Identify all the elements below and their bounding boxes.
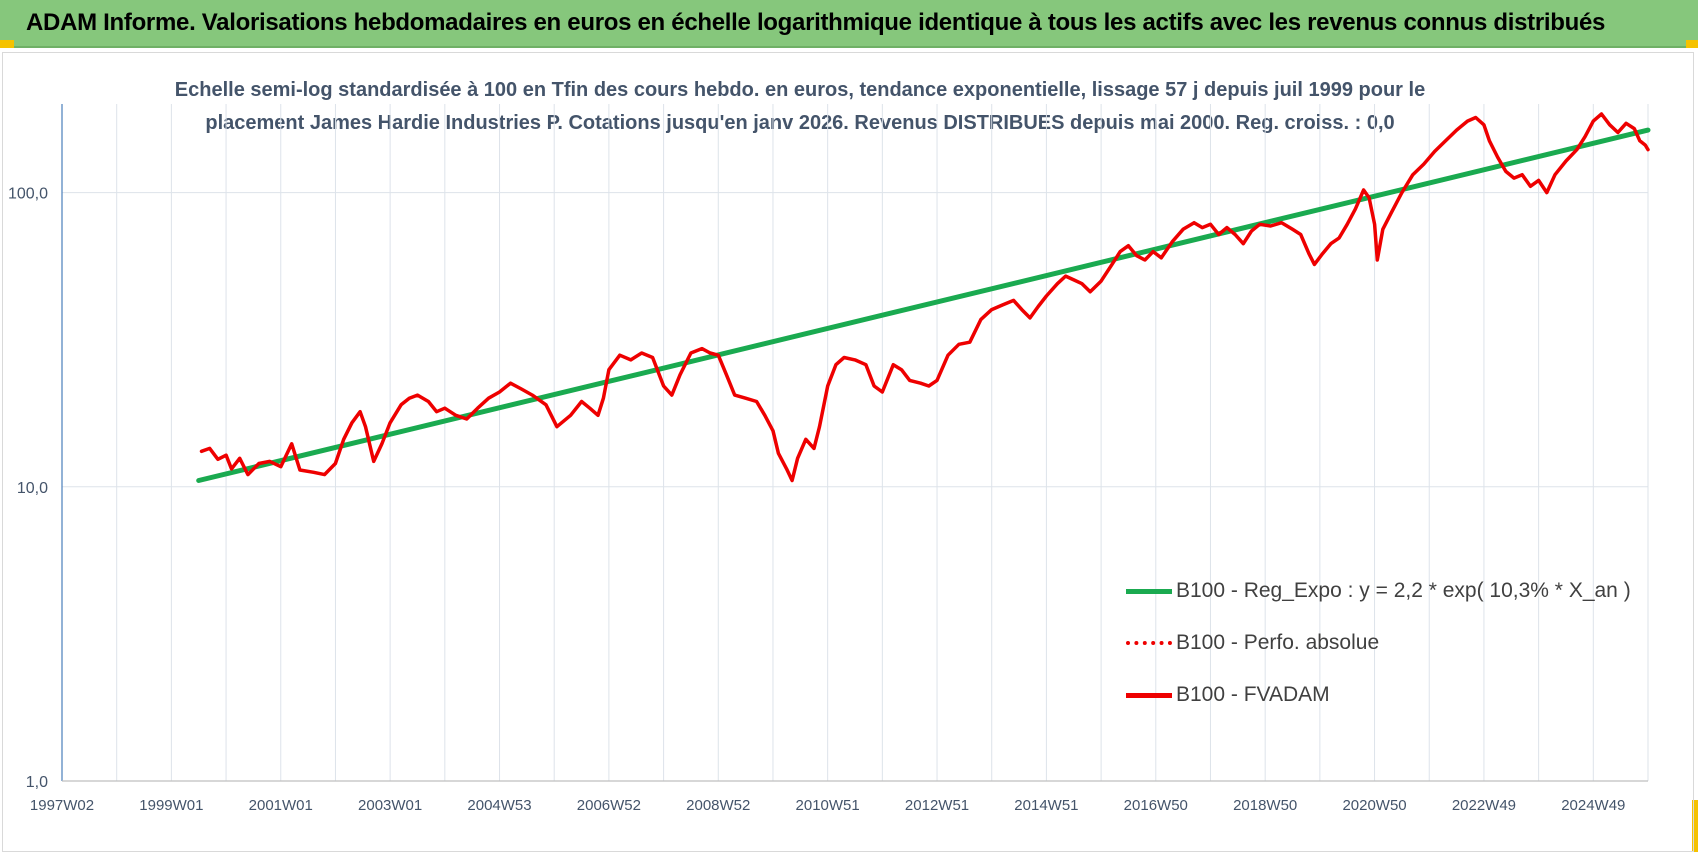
legend-swatch-reg-expo: [1126, 588, 1172, 594]
chart-legend: B100 - Reg_Expo : y = 2,2 * exp( 10,3% *…: [1126, 565, 1631, 721]
chart-frame: [2, 52, 1694, 852]
x-tick-label: 2010W51: [796, 797, 860, 814]
x-tick-label: 2012W51: [905, 797, 969, 814]
title-banner: ADAM Informe. Valorisations hebdomadaire…: [0, 0, 1698, 48]
legend-item-fvadam: B100 - FVADAM: [1126, 669, 1631, 721]
x-tick-label: 2014W51: [1014, 797, 1078, 814]
x-tick-label: 2020W50: [1342, 797, 1406, 814]
legend-label-reg-expo: B100 - Reg_Expo : y = 2,2 * exp( 10,3% *…: [1176, 579, 1631, 602]
y-tick-label: 100,0: [8, 186, 48, 203]
legend-item-reg-expo: B100 - Reg_Expo : y = 2,2 * exp( 10,3% *…: [1126, 565, 1631, 617]
x-tick-label: 2008W52: [686, 797, 750, 814]
chart-subtitle-line-2: placement James Hardie Industries P. Cot…: [205, 112, 1395, 134]
legend-label-fvadam: B100 - FVADAM: [1176, 683, 1330, 706]
legend-label-perfo-absolue: B100 - Perfo. absolue: [1176, 631, 1380, 654]
x-tick-label: 1997W02: [30, 797, 94, 814]
series-line-2: [199, 112, 1650, 483]
corner-accent-top-left: [0, 40, 14, 48]
chart-subtitle-line-1: Echelle semi-log standardisée à 100 en T…: [174, 79, 1426, 101]
x-tick-label: 2006W52: [577, 797, 641, 814]
x-tick-label: 2018W50: [1233, 797, 1297, 814]
x-tick-label: 2003W01: [358, 797, 422, 814]
x-tick-label: 2022W49: [1452, 797, 1516, 814]
corner-accent-bottom-right: [1692, 800, 1698, 852]
x-tick-label: 2004W53: [467, 797, 531, 814]
y-tick-label: 1,0: [26, 774, 48, 791]
y-tick-label: 10,0: [17, 480, 48, 497]
legend-swatch-perfo-absolue: [1126, 641, 1172, 645]
legend-item-perfo-absolue: B100 - Perfo. absolue: [1126, 617, 1631, 669]
legend-swatch-fvadam: [1126, 692, 1172, 698]
banner-title: ADAM Informe. Valorisations hebdomadaire…: [26, 9, 1606, 36]
x-tick-label: 2001W01: [249, 797, 313, 814]
x-tick-label: 2016W50: [1124, 797, 1188, 814]
corner-accent-top-right: [1686, 40, 1698, 48]
x-tick-label: 2024W49: [1561, 797, 1625, 814]
chart-subtitle: Echelle semi-log standardisée à 100 en T…: [150, 74, 1450, 140]
x-tick-label: 1999W01: [139, 797, 203, 814]
series-line-0: [196, 127, 1651, 483]
